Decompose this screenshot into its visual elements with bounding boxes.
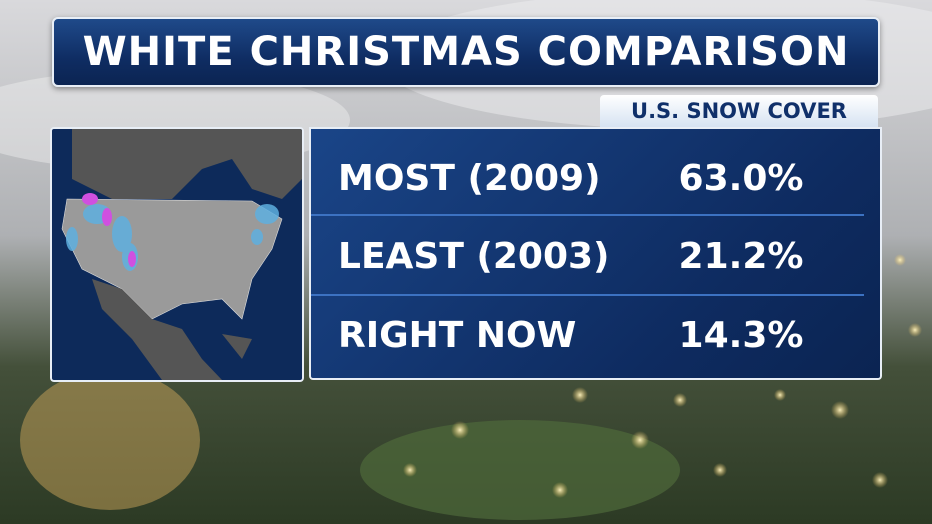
row-divider: [311, 294, 864, 296]
row-divider: [311, 214, 864, 216]
row-value: 14.3%: [678, 314, 804, 356]
row-value: 63.0%: [678, 157, 804, 199]
map-graphic: [61, 129, 302, 380]
row-label: MOST (2009): [338, 157, 601, 199]
table-row: RIGHT NOW 14.3%: [311, 305, 880, 365]
snow-map: [50, 127, 304, 382]
row-label: LEAST (2003): [338, 235, 610, 277]
row-value: 21.2%: [678, 235, 804, 277]
table-title: U.S. SNOW COVER: [600, 95, 878, 127]
row-label: RIGHT NOW: [338, 314, 577, 356]
table-row: MOST (2009) 63.0%: [311, 148, 880, 208]
title-banner: WHITE CHRISTMAS COMPARISON: [52, 17, 880, 87]
table-row: LEAST (2003) 21.2%: [311, 226, 880, 286]
comparison-table: MOST (2009) 63.0% LEAST (2003) 21.2% RIG…: [309, 127, 882, 380]
